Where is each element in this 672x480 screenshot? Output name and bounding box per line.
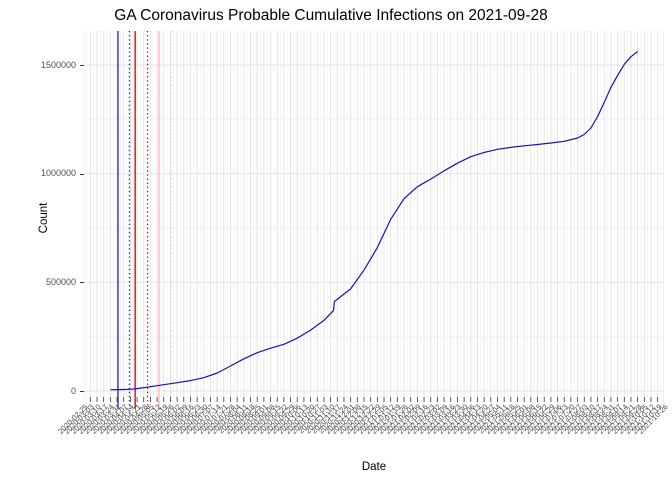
y-tick-label: 1500000 xyxy=(40,59,76,70)
y-tick-label: 500000 xyxy=(45,276,76,287)
y-tick-label: 0 xyxy=(70,385,76,396)
series-line xyxy=(110,51,638,391)
axis-tick xyxy=(80,65,84,66)
x-axis-title: Date xyxy=(361,461,387,473)
axis-tick xyxy=(80,391,84,392)
y-tick-label: 1000000 xyxy=(40,168,76,179)
y-axis-title: Count xyxy=(38,202,50,234)
axis-tick xyxy=(80,282,84,284)
axis-tick xyxy=(80,173,84,175)
plot-panel xyxy=(84,31,664,409)
chart-title: GA Coronavirus Probable Cumulative Infec… xyxy=(114,7,548,24)
